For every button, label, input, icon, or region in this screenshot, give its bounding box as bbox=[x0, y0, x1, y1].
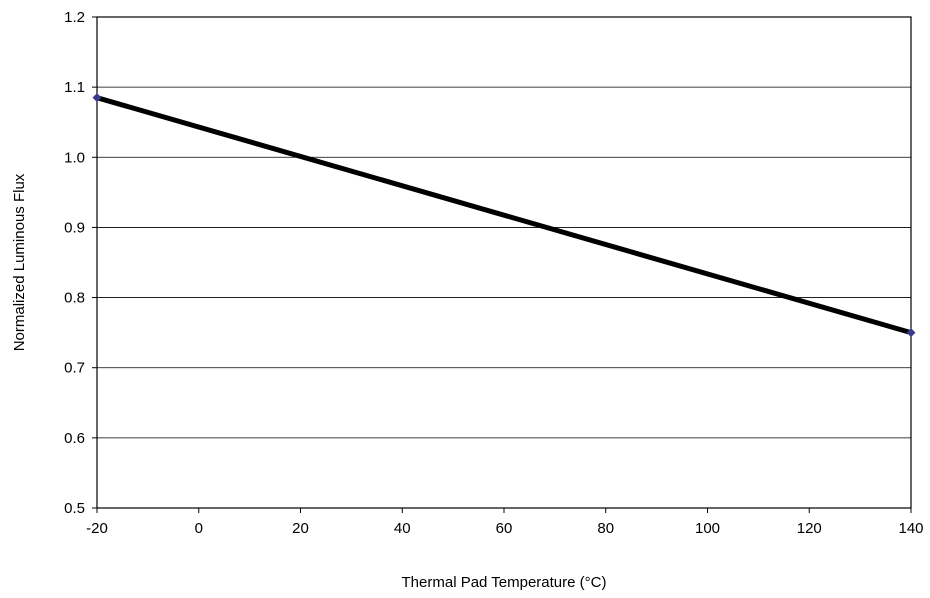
y-tick-label: 0.8 bbox=[64, 290, 85, 307]
series-line-0 bbox=[96, 95, 912, 336]
y-axis-ticks: 0.5 0.6 0.7 0.8 0.9 1.0 1.1 1.2 bbox=[64, 9, 97, 517]
plot-area-frame bbox=[96, 16, 912, 509]
y-axis-title: Normalized Luminous Flux bbox=[11, 173, 28, 351]
x-tick-label: 120 bbox=[797, 520, 822, 537]
y-tick-label: 0.5 bbox=[64, 500, 85, 517]
x-tick-label: 60 bbox=[496, 520, 513, 537]
data-point-marker bbox=[906, 328, 916, 338]
series-layer bbox=[92, 93, 916, 338]
x-axis-title: Thermal Pad Temperature (°C) bbox=[402, 574, 607, 591]
x-tick-label: -20 bbox=[86, 520, 108, 537]
y-tick-label: 0.9 bbox=[64, 219, 85, 236]
x-tick-label: 0 bbox=[195, 520, 203, 537]
y-tick-label: 1.1 bbox=[64, 79, 85, 96]
x-tick-label: 20 bbox=[292, 520, 309, 537]
data-point-marker bbox=[92, 93, 102, 103]
y-tick-label: 0.7 bbox=[64, 360, 85, 377]
x-tick-label: 40 bbox=[394, 520, 411, 537]
gridlines bbox=[97, 86, 911, 439]
x-axis-ticks: -20 0 20 40 60 80 100 120 140 bbox=[86, 508, 924, 537]
y-tick-label: 1.0 bbox=[64, 149, 85, 166]
x-tick-label: 100 bbox=[695, 520, 720, 537]
x-tick-label: 140 bbox=[898, 520, 923, 537]
y-tick-label: 1.2 bbox=[64, 9, 85, 26]
x-tick-label: 80 bbox=[597, 520, 614, 537]
y-tick-label: 0.6 bbox=[64, 430, 85, 447]
